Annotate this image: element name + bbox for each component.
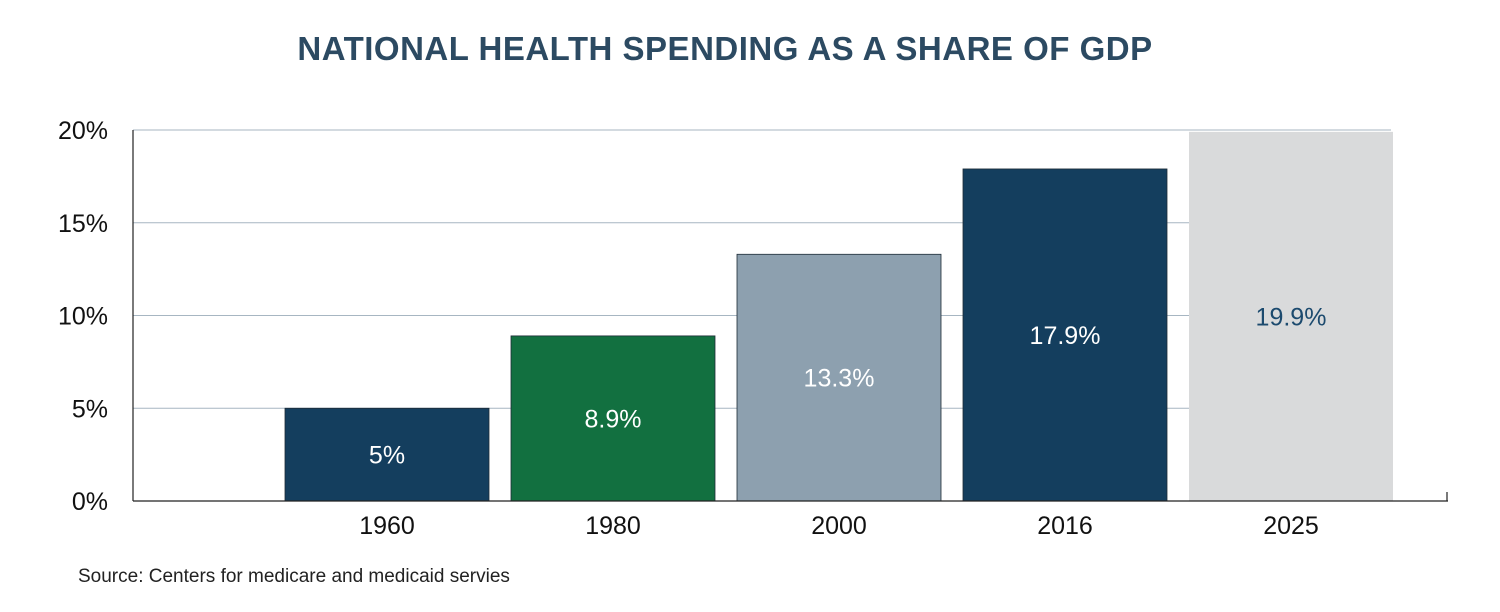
bar-2000 xyxy=(736,253,942,502)
bar-2016 xyxy=(962,168,1168,502)
data-label-1960: 5% xyxy=(369,442,405,470)
x-tick-label-1960: 1960 xyxy=(359,512,415,540)
axes xyxy=(132,130,1448,502)
x-tick-label-2016: 2016 xyxy=(1037,512,1093,540)
x-tick-label-2000: 2000 xyxy=(811,512,867,540)
data-label-2000: 13.3% xyxy=(804,365,875,393)
y-tick-label: 15% xyxy=(58,210,108,238)
data-label-2025: 19.9% xyxy=(1256,303,1327,331)
data-label-1980: 8.9% xyxy=(585,405,642,433)
chart-title: NATIONAL HEALTH SPENDING AS A SHARE OF G… xyxy=(297,30,1153,67)
labels: 0% 5% 10% 15% 20% 5% 1960 8.9% 1980 13.3% 2000 17.9… xyxy=(58,117,1326,540)
bar-1980 xyxy=(510,335,716,502)
x-tick-label-1980: 1980 xyxy=(585,512,641,540)
y-tick-label: 20% xyxy=(58,117,108,145)
y-tick-label: 5% xyxy=(72,395,108,423)
x-tick-label-2025: 2025 xyxy=(1263,512,1319,540)
bar-2025 xyxy=(1189,131,1393,502)
y-tick-label: 10% xyxy=(58,303,108,331)
data-label-2016: 17.9% xyxy=(1030,322,1101,350)
y-tick-label: 0% xyxy=(72,488,108,516)
bars xyxy=(284,131,1393,502)
source-note: Source: Centers for medicare and medicai… xyxy=(78,566,510,587)
